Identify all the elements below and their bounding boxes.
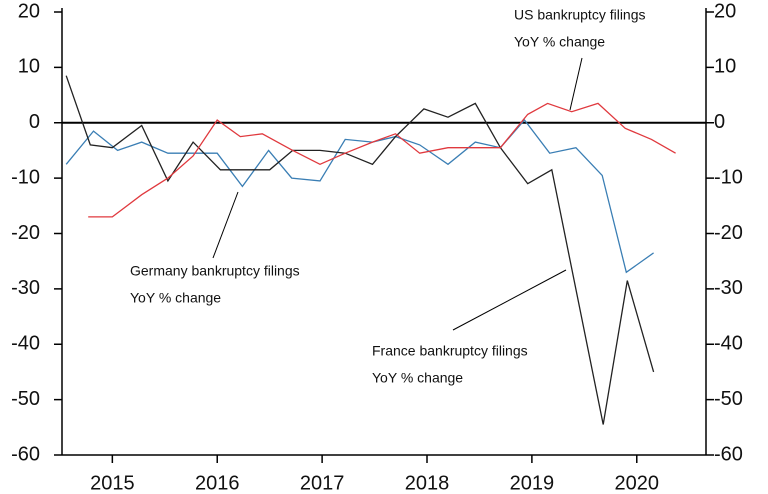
series-line xyxy=(65,118,654,274)
y-tick-label: -40 xyxy=(11,333,40,355)
y-tick-label: -60 xyxy=(11,443,40,465)
y2-tick-label: -40 xyxy=(714,333,743,355)
series-line xyxy=(65,75,655,425)
y-tick-label: -30 xyxy=(11,277,40,299)
y-tick-label: 20 xyxy=(18,0,40,22)
y2-tick-label: -20 xyxy=(714,222,743,244)
annotation-leader xyxy=(569,57,583,111)
annotation-leader xyxy=(452,269,567,331)
x-tick-label: 2016 xyxy=(195,472,240,494)
y-tick-label: -50 xyxy=(11,388,40,410)
annotation-text: US bankruptcy filings xyxy=(514,7,646,23)
annotation-text: Germany bankruptcy filings xyxy=(130,263,300,279)
y2-tick-label: -30 xyxy=(714,277,743,299)
y2-tick-label: -50 xyxy=(714,388,743,410)
annotation-text: France bankruptcy filings xyxy=(372,343,528,359)
y2-tick-label: 10 xyxy=(714,56,736,78)
x-tick-label: 2015 xyxy=(90,472,135,494)
annotation-text: YoY % change xyxy=(372,370,463,386)
y-tick-label: -20 xyxy=(11,222,40,244)
x-tick-label: 2017 xyxy=(300,472,345,494)
y-tick-label: 0 xyxy=(29,111,40,133)
x-tick-label: 2020 xyxy=(615,472,660,494)
y2-tick-label: 0 xyxy=(714,111,725,133)
x-tick-label: 2018 xyxy=(405,472,450,494)
x-tick-label: 2019 xyxy=(510,472,555,494)
annotation-text: YoY % change xyxy=(514,34,605,50)
y2-tick-label: -10 xyxy=(714,166,743,188)
y2-tick-label: -60 xyxy=(714,443,743,465)
series-line xyxy=(88,102,676,218)
annotation-leader xyxy=(212,191,239,259)
y-tick-label: -10 xyxy=(11,166,40,188)
y-tick-label: 10 xyxy=(18,56,40,78)
annotation-text: YoY % change xyxy=(130,290,221,306)
y2-tick-label: 20 xyxy=(714,0,736,22)
